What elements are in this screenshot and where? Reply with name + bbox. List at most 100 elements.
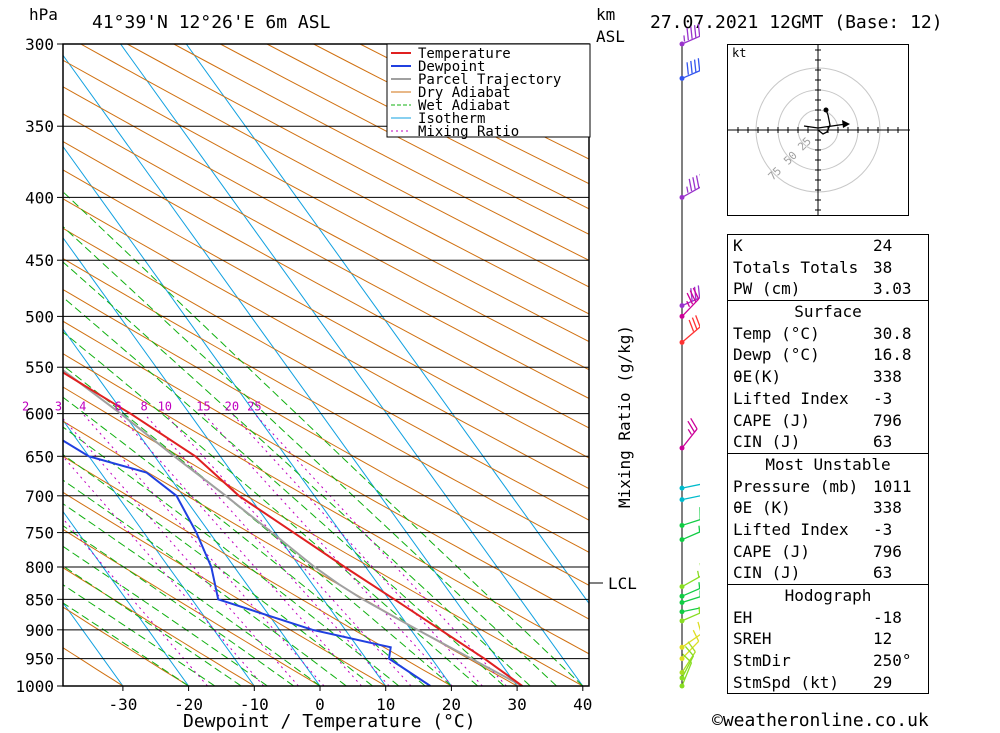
most-unstable-param-value: 1011 (873, 476, 912, 496)
temperature-tick-label: 0 (315, 695, 325, 714)
barb-staff (681, 35, 700, 45)
plot-frame (62, 43, 590, 687)
general-param-value: 3.03 (873, 279, 912, 299)
hodograph-param-label: StmSpd (kt) (733, 672, 839, 692)
hodograph-param-value: 12 (873, 629, 893, 649)
datetime-title: 27.07.2021 12GMT (Base: 12) (650, 12, 943, 33)
barb-staff (681, 655, 695, 679)
most-unstable-param-row: θE (K) 338 (728, 497, 928, 519)
barb-staff (681, 297, 700, 307)
wind-barb (679, 173, 700, 200)
mixing-ratio-tick-label: 8 (140, 400, 147, 414)
barb-staff (681, 428, 698, 449)
wet-adiabat-line (63, 454, 373, 686)
surface-param-row: θE(K) 338 (728, 366, 928, 388)
dewpoint-profile (63, 439, 431, 686)
pressure-tick-label: 450 (25, 251, 54, 270)
pressure-tick-label: 500 (25, 307, 54, 326)
barb-staff (681, 587, 700, 597)
mixing-ratio-line (63, 455, 264, 686)
wind-barb (679, 590, 700, 605)
surface-param-value: -3 (873, 388, 893, 408)
general-param-label: K (733, 236, 743, 255)
pressure-tick-label: 400 (25, 188, 54, 207)
dry-adiabat-line (63, 320, 589, 620)
wet-adiabat-line (63, 525, 294, 686)
barb-flag (690, 26, 693, 39)
dry-adiabat-line (63, 198, 589, 490)
barb-flag (697, 621, 700, 632)
barb-half-flag (683, 35, 686, 42)
temperature-tick-label: 30 (507, 695, 526, 714)
barb-flag (697, 58, 700, 71)
barb-flag (690, 417, 698, 430)
dry-adiabat-line (63, 455, 452, 686)
temperature-axis: -30 -20 -10 0 10 20 30 40 (108, 686, 592, 714)
mixing-ratio-tick-label: 6 (114, 400, 121, 414)
barb-flag (688, 178, 693, 192)
mixing-ratio-line (82, 413, 325, 686)
dry-adiabat-line (63, 567, 255, 686)
pressure-tick-label: 300 (25, 35, 54, 54)
isotherm-line (63, 510, 190, 686)
mixing-ratio-tick-label: 25 (247, 400, 261, 414)
most-unstable-param-value: 63 (873, 563, 893, 583)
legend-label: Isotherm (418, 111, 485, 127)
wind-barb (679, 58, 700, 81)
surface-title: Surface (794, 302, 862, 322)
dry-adiabat-line (406, 44, 589, 136)
most-unstable-param-value: -3 (873, 519, 893, 539)
barb-flag (697, 285, 700, 298)
barb-flag (687, 641, 696, 653)
dry-adiabat-line (220, 44, 589, 235)
legend-label: Parcel Trajectory (418, 72, 561, 88)
pressure-tick-label: 700 (25, 487, 54, 506)
dry-adiabat-line (127, 44, 589, 288)
surface-param-value: 796 (873, 410, 902, 430)
most-unstable-title: Most Unstable (765, 454, 891, 474)
mixing-ratio-tick-label: 15 (196, 400, 210, 414)
pressure-tick-label: 550 (25, 358, 54, 377)
barb-half-flag (698, 525, 700, 532)
pressure-tick-label: 750 (25, 524, 54, 543)
dry-adiabat-line (499, 44, 589, 89)
dry-adiabat-line (63, 420, 518, 686)
hodograph-param-value: -18 (873, 607, 902, 627)
barb-staff (681, 495, 700, 501)
wet-adiabat-line (63, 296, 505, 686)
mixing-ratio-tick-label: 4 (79, 400, 86, 414)
wind-barbs (679, 23, 700, 689)
surface-param-label: Lifted Index (733, 388, 849, 408)
barb-flag (692, 287, 700, 300)
most-unstable-param-row: Pressure (mb) 1011 (728, 476, 928, 498)
location-title: 41°39'N 12°26'E 6m ASL (92, 12, 331, 33)
pressure-tick-label: 350 (25, 117, 54, 136)
barb-staff (681, 326, 700, 343)
isotherm-line (185, 44, 589, 605)
copyright[interactable]: ©weatheronline.co.uk (712, 710, 929, 731)
hodograph-unit-label: kt (732, 46, 746, 60)
hodograph-param-label: EH (733, 607, 753, 627)
barb-half-flag (686, 186, 689, 193)
mixing-ratio-labels: 12346810152025 (22, 400, 262, 414)
hodograph-param-row: EH -18 (728, 607, 928, 629)
wind-barb (679, 653, 693, 689)
most-unstable-param-label: Lifted Index (733, 519, 849, 539)
hodograph-param-row: StmSpd (kt) 29 (728, 672, 928, 694)
mixing-ratio-line (117, 413, 362, 686)
barb-flag (691, 317, 698, 330)
hodograph-param-value: 250° (873, 651, 912, 671)
km-label: km (596, 5, 616, 24)
wet-adiabat-line (63, 503, 321, 686)
surface-param-value: 30.8 (873, 323, 912, 343)
dry-adiabat-line (63, 227, 589, 521)
wind-barb (679, 23, 700, 47)
dry-adiabat-line (63, 386, 584, 686)
pressure-tick-label: 950 (25, 650, 54, 669)
pressure-tick-label: 1000 (15, 677, 54, 696)
legend-label: Dry Adiabat (418, 85, 511, 101)
barb-flag (695, 315, 700, 328)
wind-barb (679, 287, 700, 319)
mixing-ratio-axis-label: Mixing Ratio (g/kg) (615, 325, 634, 508)
temperature-tick-label: -30 (108, 695, 137, 714)
